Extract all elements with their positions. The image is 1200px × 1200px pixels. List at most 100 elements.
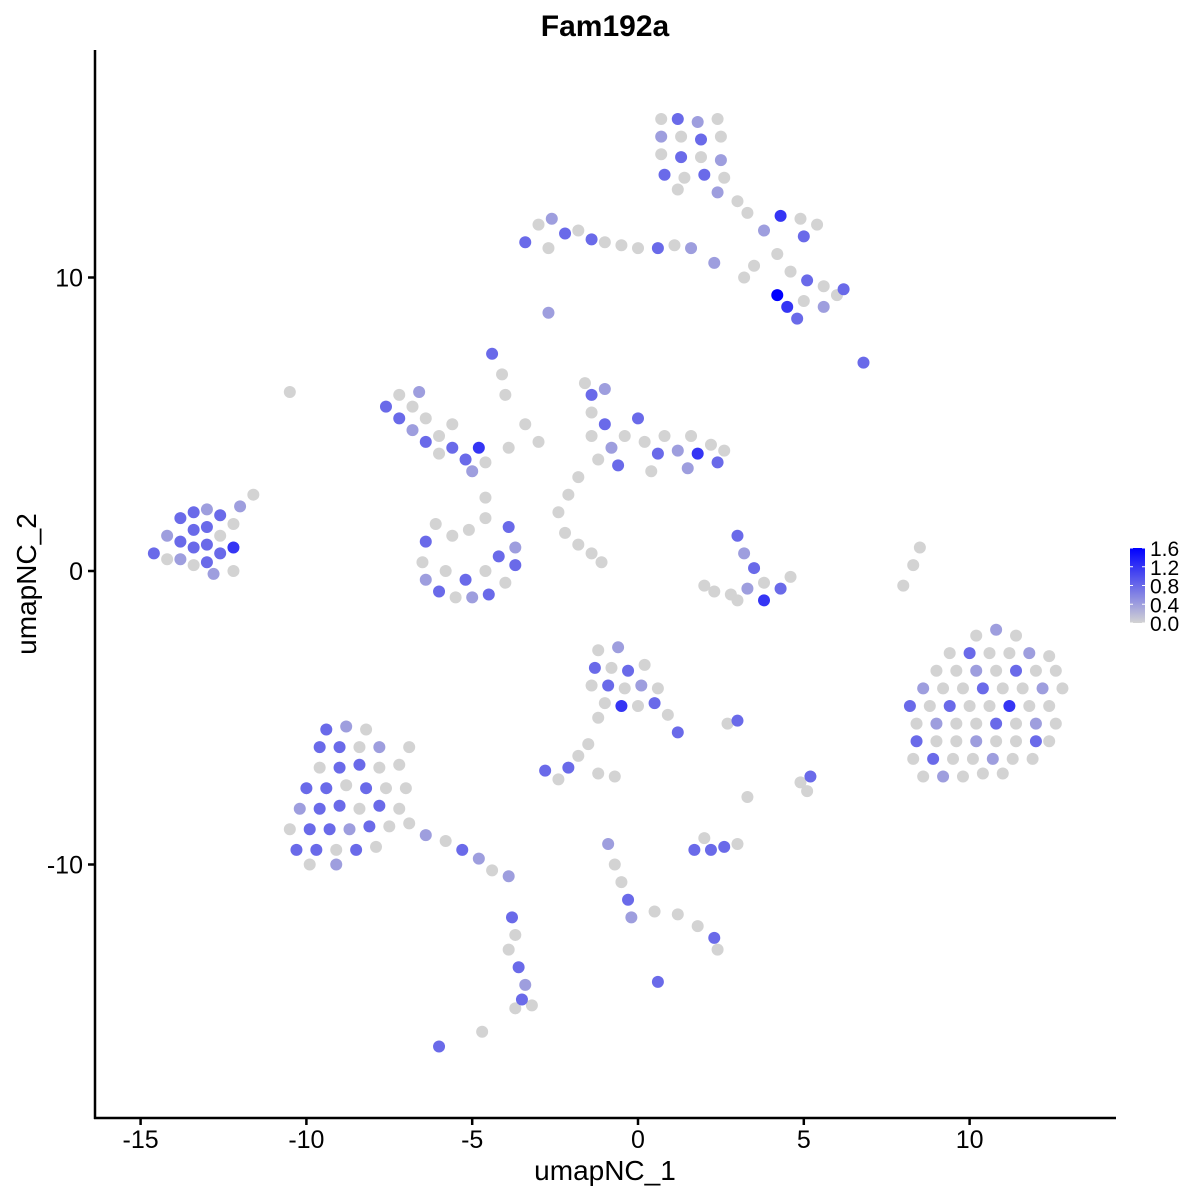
data-point: [585, 388, 598, 401]
data-point: [482, 588, 495, 601]
data-point: [976, 682, 989, 695]
data-point: [350, 843, 363, 856]
data-point: [419, 412, 432, 425]
data-point: [698, 832, 711, 845]
data-point: [1023, 647, 1036, 660]
data-point: [612, 459, 625, 472]
data-point: [320, 723, 333, 736]
data-point: [419, 435, 432, 448]
data-point: [937, 682, 950, 695]
data-point: [675, 130, 688, 143]
data-point: [791, 312, 804, 325]
data-point: [794, 212, 807, 225]
data-point: [499, 388, 512, 401]
data-point: [234, 500, 247, 513]
data-point: [907, 559, 920, 572]
data-point: [323, 823, 336, 836]
data-point: [433, 1040, 446, 1053]
data-point: [592, 453, 605, 466]
data-point: [509, 541, 522, 554]
points-layer: [147, 113, 1069, 1053]
data-point: [671, 726, 684, 739]
data-point: [1010, 664, 1023, 677]
data-point: [990, 623, 1003, 636]
colorbar-legend: 1.61.20.80.40.0: [1130, 538, 1180, 636]
data-point: [671, 183, 684, 196]
data-point: [214, 509, 227, 522]
data-point: [290, 843, 303, 856]
data-point: [343, 823, 356, 836]
data-point: [661, 708, 674, 721]
data-point: [608, 770, 621, 783]
data-point: [738, 547, 751, 560]
data-point: [1023, 700, 1036, 713]
data-point: [572, 538, 585, 551]
data-point: [837, 283, 850, 296]
x-ticks: -15 -10 -5 0 5 10: [123, 1118, 984, 1154]
data-point: [502, 441, 515, 454]
data-point: [708, 931, 721, 944]
data-point: [509, 1002, 522, 1015]
data-point: [174, 512, 187, 525]
data-point: [632, 242, 644, 255]
data-point: [602, 679, 615, 692]
data-point: [585, 547, 598, 560]
data-point: [691, 115, 704, 128]
data-point: [449, 591, 462, 604]
chart-title: Fam192a: [541, 10, 670, 43]
data-point: [330, 858, 343, 871]
data-point: [247, 488, 260, 501]
data-point: [1006, 752, 1019, 765]
data-point: [930, 717, 943, 730]
data-point: [542, 242, 555, 255]
data-point: [515, 993, 528, 1006]
data-point: [801, 274, 814, 287]
data-point: [714, 154, 727, 167]
data-point: [608, 858, 621, 871]
data-point: [748, 259, 761, 272]
data-point: [300, 782, 313, 795]
data-point: [187, 523, 200, 536]
data-point: [718, 840, 731, 853]
data-point: [651, 682, 664, 695]
data-point: [691, 920, 704, 933]
data-point: [519, 978, 532, 991]
data-point: [605, 441, 618, 454]
data-point: [363, 820, 376, 833]
data-point: [595, 556, 608, 569]
data-point: [283, 823, 296, 836]
x-axis-title: umapNC_1: [534, 1155, 676, 1186]
data-point: [562, 761, 575, 774]
data-point: [187, 559, 200, 572]
data-point: [340, 779, 353, 792]
data-point: [592, 644, 605, 657]
data-point: [930, 735, 943, 748]
data-point: [320, 782, 333, 795]
y-ticks: -10 0 10: [47, 265, 95, 880]
data-point: [651, 447, 664, 460]
data-point: [559, 227, 572, 240]
data-point: [658, 168, 671, 181]
data-point: [947, 752, 960, 765]
data-point: [479, 491, 492, 504]
data-point: [598, 418, 611, 431]
data-point: [648, 905, 661, 918]
data-point: [446, 418, 459, 431]
data-point: [695, 133, 708, 146]
data-point: [917, 770, 930, 783]
data-point: [373, 799, 386, 812]
data-point: [996, 767, 1009, 780]
data-point: [486, 864, 499, 877]
data-point: [416, 556, 429, 569]
data-point: [927, 752, 940, 765]
colorbar: [1130, 548, 1145, 623]
data-point: [393, 758, 406, 771]
data-point: [956, 770, 969, 783]
data-point: [714, 130, 727, 143]
x-tick-label: 0: [631, 1126, 645, 1154]
x-tick-label: -10: [288, 1126, 324, 1154]
data-point: [592, 767, 605, 780]
data-point: [615, 700, 628, 713]
data-point: [406, 424, 419, 437]
data-point: [784, 265, 797, 278]
